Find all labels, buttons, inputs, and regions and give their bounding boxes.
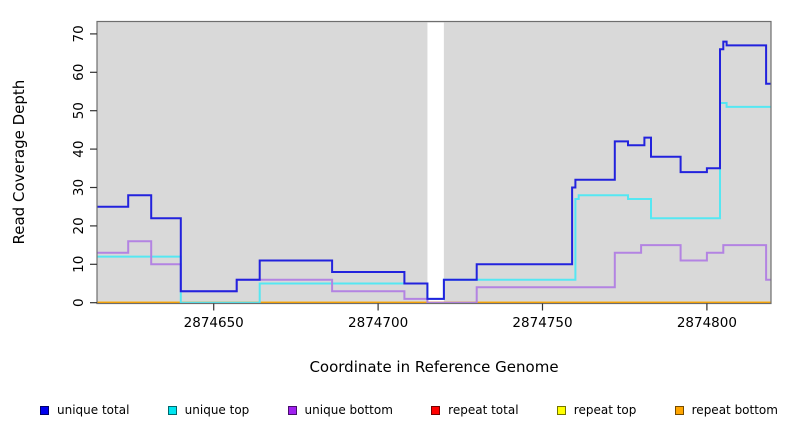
- legend-item-unique-top: unique top: [167, 403, 250, 417]
- legend-label: unique total: [57, 403, 130, 417]
- y-tick-label: 30: [71, 179, 87, 196]
- x-tick-label: 2874750: [512, 315, 572, 331]
- y-tick-label: 10: [71, 256, 87, 273]
- legend-label: repeat total: [448, 403, 519, 417]
- missing-data-gap: [427, 22, 444, 303]
- legend-swatch-icon: [40, 405, 49, 415]
- x-axis-title: Coordinate in Reference Genome: [309, 358, 558, 376]
- legend-swatch-icon: [287, 405, 297, 415]
- legend-item-repeat-bottom: repeat bottom: [674, 403, 778, 417]
- legend-label: repeat top: [573, 403, 637, 417]
- legend-swatch-icon: [431, 405, 441, 415]
- series-unique-total: [97, 40, 771, 300]
- legend-swatch-icon: [674, 405, 684, 415]
- legend-label: unique top: [184, 403, 250, 417]
- x-tick-label: 2874650: [184, 315, 244, 331]
- y-axis-title: Read Coverage Depth: [10, 80, 28, 245]
- y-tick-label: 0: [71, 298, 87, 307]
- x-tick-label: 2874700: [348, 315, 408, 331]
- legend-item-unique-bottom: unique bottom: [287, 403, 393, 417]
- legend-item-unique-total: unique total: [40, 403, 129, 417]
- y-tick-label: 40: [71, 141, 87, 158]
- series-unique-bottom: [97, 240, 771, 304]
- plot-border: [96, 20, 772, 305]
- y-tick-label: 70: [71, 25, 87, 42]
- legend: unique total unique top unique bottom repea…: [40, 398, 778, 422]
- legend-label: repeat bottom: [691, 403, 778, 417]
- legend-swatch-icon: [167, 405, 177, 415]
- x-tick-label: 2874800: [677, 315, 737, 331]
- y-tick-label: 60: [71, 64, 87, 81]
- y-tick-label: 20: [71, 217, 87, 234]
- legend-item-repeat-total: repeat total: [431, 403, 519, 417]
- legend-label: unique bottom: [304, 403, 393, 417]
- legend-swatch-icon: [556, 405, 566, 415]
- y-tick-label: 50: [71, 102, 87, 119]
- legend-item-repeat-top: repeat top: [556, 403, 637, 417]
